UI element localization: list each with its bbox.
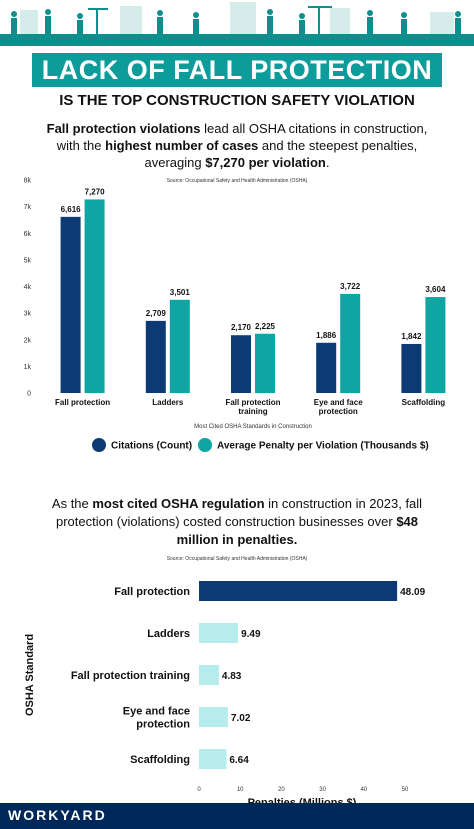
intro1-text-2: lead all OSHA citations in construction, [200, 121, 428, 136]
hbar [199, 623, 239, 643]
x-tick-label: protection [319, 407, 358, 416]
y-category-label: Ladders [147, 628, 190, 640]
banner-title: LACK OF FALL PROTECTION [32, 53, 442, 87]
y-tick-label: 1k [24, 364, 32, 371]
bar-value-label: 3,722 [340, 282, 361, 291]
y-category-label: Scaffolding [130, 754, 190, 766]
bar-value-label: 3,604 [425, 285, 446, 294]
intro-paragraph-1: Fall protection violations lead all OSHA… [30, 120, 444, 171]
hbar [199, 749, 227, 769]
hbar-value-label: 6.64 [229, 755, 249, 766]
x-tick-label: 0 [197, 787, 201, 793]
intro1-text-8: . [325, 155, 330, 170]
hbar-value-label: 9.49 [241, 629, 261, 640]
bar-value-label: 1,886 [316, 331, 337, 340]
intro1-text-5: and the steepest penalties, [258, 138, 418, 153]
y-tick-label: 0 [27, 391, 31, 398]
bar-citations [316, 342, 337, 393]
hbar-value-label: 48.09 [400, 587, 425, 598]
bar-value-label: 1,842 [401, 332, 422, 341]
intro2-text-4: $48 million in penalties. [176, 514, 419, 547]
intro-paragraph-2: As the most cited OSHA regulation in con… [44, 495, 430, 549]
y-tick-label: 7k [24, 204, 32, 211]
hbar [199, 581, 398, 601]
x-tick-label: Ladders [152, 398, 184, 407]
bar-avg-penalty [340, 293, 361, 393]
x-tick-label: Scaffolding [402, 398, 446, 407]
bar-value-label: 2,709 [146, 309, 167, 318]
y-tick-label: 2k [24, 337, 32, 344]
y-category-label: Eye and face [123, 706, 190, 718]
x-tick-label: 10 [237, 787, 244, 793]
footer-bar: WORKYARD [0, 803, 474, 829]
legend-label-avg-penalty: Average Penalty per Violation (Thousands… [217, 441, 429, 452]
hbar-value-label: 4.83 [222, 671, 242, 682]
y-tick-label: 5k [24, 257, 32, 264]
x-tick-label: 50 [402, 787, 409, 793]
chart2-source: Source: Occupational Safety and Health A… [166, 556, 308, 562]
hbar [199, 707, 228, 727]
construction-skyline-illustration [0, 0, 474, 46]
y-axis-label: OSHA Standard [24, 634, 36, 716]
intro1-text-4: highest number of cases [105, 138, 259, 153]
legend-swatch-citations [92, 438, 106, 452]
page-subtitle: IS THE TOP CONSTRUCTION SAFETY VIOLATION [59, 92, 415, 109]
bar-avg-penalty [169, 299, 190, 393]
x-tick-label: 40 [360, 787, 367, 793]
y-category-label: Fall protection [114, 586, 190, 598]
x-axis-label: Most Cited OSHA Standards in Constructio… [194, 424, 312, 430]
x-tick-label: Fall protection [225, 398, 280, 407]
y-tick-label: 6k [24, 231, 32, 238]
intro2-text-1: As the [51, 496, 93, 511]
y-tick-label: 8k [24, 178, 32, 185]
bar-citations [145, 320, 166, 393]
x-tick-label: 30 [319, 787, 326, 793]
x-tick-label: Fall protection [55, 398, 110, 407]
hbar [199, 665, 219, 685]
hbar-value-label: 7.02 [231, 713, 251, 724]
legend-label-citations: Citations (Count) [111, 441, 192, 452]
legend-swatch-avg-penalty [198, 438, 212, 452]
workyard-logo: WORKYARD [8, 807, 107, 823]
bar-citations [231, 335, 251, 393]
bar-value-label: 6,616 [61, 205, 82, 214]
intro1-text-3: with the [56, 138, 106, 153]
bar-citations [60, 216, 81, 393]
chart1-source: Source: Occupational Safety and Health A… [166, 178, 308, 184]
bar-value-label: 7,270 [85, 187, 106, 196]
y-tick-label: 4k [24, 284, 32, 291]
intro2-text-3: in construction in 2023, fall protection… [55, 496, 423, 529]
bar-avg-penalty [84, 199, 105, 393]
bar-value-label: 3,501 [170, 288, 191, 297]
intro1-text-7: $7,270 per violation [205, 155, 326, 170]
bar-value-label: 2,170 [231, 323, 252, 332]
intro1-text-6: averaging [144, 155, 206, 170]
x-tick-label: 20 [278, 787, 285, 793]
x-tick-label: training [238, 407, 267, 416]
intro2-text-2: most cited OSHA regulation [92, 496, 265, 511]
x-tick-label: Eye and face [314, 398, 363, 407]
bar-avg-penalty [425, 297, 446, 393]
y-category-label: Fall protection training [71, 670, 190, 682]
bar-citations [401, 343, 422, 393]
y-tick-label: 3k [24, 311, 32, 318]
bar-value-label: 2,225 [255, 322, 276, 331]
bar-avg-penalty [255, 333, 275, 393]
y-category-label: protection [136, 719, 190, 731]
intro1-text-1: Fall protection violations [46, 121, 201, 136]
